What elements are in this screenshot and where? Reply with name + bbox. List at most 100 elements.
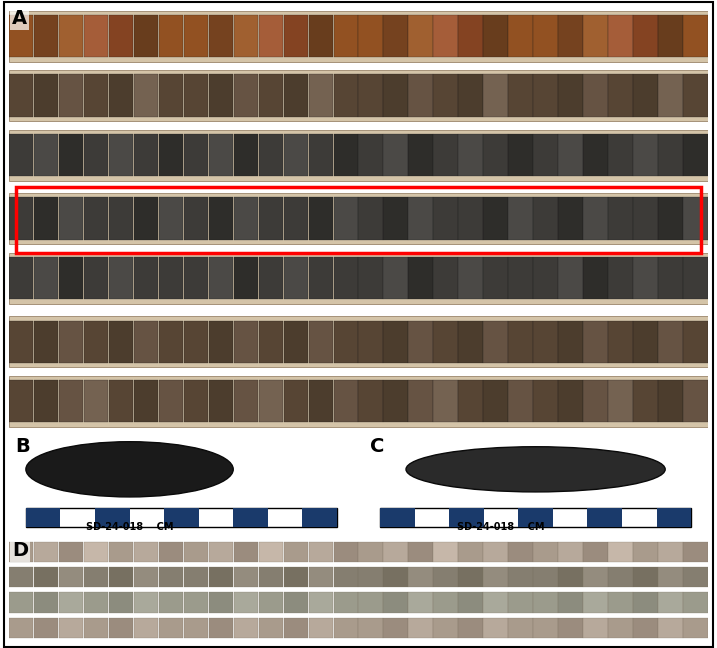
Bar [358,321,383,363]
Bar [158,380,183,422]
Bar [609,542,633,562]
Bar [409,257,433,299]
Bar [384,542,408,562]
Bar [34,257,58,299]
Bar [358,567,383,587]
Bar [158,134,183,176]
Bar [283,134,308,176]
Bar [483,15,508,58]
Bar [683,257,708,299]
Bar [108,257,133,299]
Bar [59,321,83,363]
Bar [458,618,483,638]
Bar [409,198,433,240]
Bar [633,75,658,117]
Bar [34,75,58,117]
Bar [184,567,208,587]
Bar [533,380,558,422]
Bar [409,134,433,176]
Bar [559,618,583,638]
Bar [384,567,408,587]
Bar [34,592,58,613]
Bar [209,618,233,638]
Bar [508,198,533,240]
Bar [133,134,158,176]
Bar [409,567,433,587]
Bar [683,380,708,422]
Bar [609,257,633,299]
Bar [283,198,308,240]
Bar [434,592,458,613]
Bar [209,257,233,299]
Bar [434,567,458,587]
Bar [483,618,508,638]
Bar [508,618,533,638]
Bar [358,134,383,176]
Bar [308,257,333,299]
Bar [483,134,508,176]
Bar [9,70,708,121]
Bar [108,134,133,176]
Bar [358,257,383,299]
Bar [409,618,433,638]
Bar [434,198,458,240]
Bar [308,592,333,613]
Bar [9,198,33,240]
Bar [9,376,708,426]
Bar [283,542,308,562]
Bar [584,542,608,562]
Bar [458,257,483,299]
Bar [9,257,33,299]
Bar [34,567,58,587]
Bar [483,380,508,422]
Bar [184,257,208,299]
Bar [234,15,258,58]
Bar [259,15,283,58]
Bar [508,134,533,176]
Bar [508,567,533,587]
Bar [358,380,383,422]
Bar [158,198,183,240]
Bar [234,592,258,613]
Bar [108,321,133,363]
Bar [84,75,108,117]
Bar [84,198,108,240]
Bar [209,75,233,117]
Bar [259,618,283,638]
Bar [308,75,333,117]
Bar [584,257,608,299]
Bar [108,542,133,562]
Bar [9,542,33,562]
Bar [308,567,333,587]
Bar [34,542,58,562]
Bar [683,198,708,240]
Bar [584,15,608,58]
Bar [633,257,658,299]
Bar [559,134,583,176]
Bar [26,509,60,527]
Bar [518,509,553,527]
Bar [84,592,108,613]
Bar [133,542,158,562]
Bar [508,257,533,299]
Bar [609,618,633,638]
Bar [9,193,708,244]
Bar [458,134,483,176]
Bar [584,567,608,587]
Bar [483,75,508,117]
Bar [458,380,483,422]
Bar [34,15,58,58]
Bar [658,618,683,638]
Bar [333,15,358,58]
Bar [234,380,258,422]
Bar [84,321,108,363]
Bar [34,134,58,176]
Bar [483,321,508,363]
Bar [508,380,533,422]
Bar [84,618,108,638]
Bar [133,567,158,587]
Bar [184,321,208,363]
Text: B: B [16,437,30,456]
Bar [283,15,308,58]
Bar [333,321,358,363]
